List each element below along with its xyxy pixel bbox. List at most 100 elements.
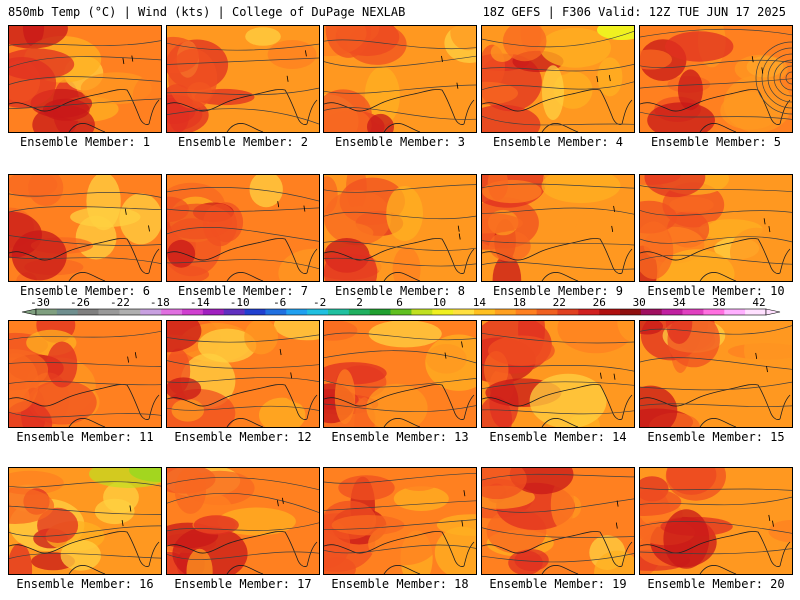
temperature-map	[324, 468, 476, 574]
temperature-map	[640, 26, 792, 132]
temperature-map	[482, 468, 634, 574]
colorbar-swatch	[453, 309, 475, 315]
colorbar-swatch	[182, 309, 204, 315]
ensemble-map-10	[639, 174, 793, 282]
temperature-map	[9, 175, 161, 281]
ensemble-member-label: Ensemble Member: 10	[647, 284, 785, 298]
temperature-map	[482, 321, 634, 427]
colorbar-tick-label: 26	[593, 296, 606, 309]
ensemble-member-label: Ensemble Member: 6	[19, 284, 151, 298]
colorbar-swatch	[515, 309, 537, 315]
ensemble-map-8	[323, 174, 477, 282]
ensemble-map-18	[323, 467, 477, 575]
colorbar-swatch	[661, 309, 683, 315]
ensemble-member-label: Ensemble Member: 8	[334, 284, 466, 298]
ensemble-member-label: Ensemble Member: 13	[331, 430, 469, 444]
colorbar-tick-label: 10	[433, 296, 446, 309]
colorbar-tick-label: 6	[396, 296, 403, 309]
colorbar-tick-label: 30	[633, 296, 646, 309]
ensemble-map-14	[481, 320, 635, 428]
colorbar-swatch	[265, 309, 287, 315]
colorbar-tick-label: 42	[752, 296, 765, 309]
temperature-map	[640, 468, 792, 574]
ensemble-member-label: Ensemble Member: 12	[174, 430, 312, 444]
colorbar-swatch	[494, 309, 517, 315]
ensemble-map-5	[639, 25, 793, 133]
colorbar-swatch	[244, 309, 266, 315]
temperature-colorbar: -30 -26 -22 -18 -14 -10 -6 -2 2 6 10 14 18 22 26 30 34 38…	[21, 296, 781, 316]
temperature-map	[324, 175, 476, 281]
ensemble-member-label: Ensemble Member: 9	[492, 284, 624, 298]
colorbar-swatch	[703, 309, 725, 315]
ensemble-map-17	[166, 467, 320, 575]
colorbar-tick-label: -18	[150, 296, 170, 309]
colorbar-swatch	[599, 309, 621, 315]
colorbar-swatch	[411, 309, 433, 315]
colorbar-swatch	[578, 309, 600, 315]
temperature-map	[324, 321, 476, 427]
ensemble-map-16	[8, 467, 162, 575]
ensemble-map-12	[166, 320, 320, 428]
ensemble-map-7	[166, 174, 320, 282]
colorbar-swatch	[140, 309, 162, 315]
colorbar-tick-label: -2	[313, 296, 326, 309]
colorbar-swatch	[348, 309, 371, 315]
ensemble-map-6	[8, 174, 162, 282]
colorbar-swatch	[369, 309, 391, 315]
colorbar-tick-label: 14	[473, 296, 487, 309]
colorbar-tick-label: 38	[712, 296, 725, 309]
ensemble-member-label: Ensemble Member: 3	[334, 135, 466, 149]
ensemble-member-label: Ensemble Member: 5	[650, 135, 782, 149]
ensemble-map-4	[481, 25, 635, 133]
temperature-map	[640, 321, 792, 427]
colorbar-swatch	[640, 309, 663, 315]
temperature-map	[167, 26, 319, 132]
ensemble-member-label: Ensemble Member: 11	[16, 430, 154, 444]
ensemble-member-label: Ensemble Member: 15	[647, 430, 785, 444]
header-valid-time: 18Z GEFS | F306 Valid: 12Z TUE JUN 17 20…	[482, 5, 786, 19]
ensemble-map-20	[639, 467, 793, 575]
temperature-map	[167, 321, 319, 427]
colorbar-swatch	[202, 309, 225, 315]
ensemble-member-label: Ensemble Member: 1	[19, 135, 151, 149]
ensemble-member-label: Ensemble Member: 2	[177, 135, 309, 149]
ensemble-member-label: Ensemble Member: 20	[647, 577, 785, 591]
colorbar-swatch	[77, 309, 99, 315]
colorbar-swatch	[390, 309, 412, 315]
ensemble-map-3	[323, 25, 477, 133]
colorbar-tick-label: 22	[553, 296, 566, 309]
colorbar-tick-label: 2	[356, 296, 363, 309]
header-title: 850mb Temp (°C) | Wind (kts) | College o…	[8, 5, 406, 19]
colorbar-swatch	[745, 309, 767, 315]
colorbar-tick-label: -30	[30, 296, 50, 309]
colorbar-swatch	[474, 309, 496, 315]
colorbar-tick-label: -22	[110, 296, 130, 309]
temperature-map	[482, 26, 634, 132]
colorbar-tick-label: -10	[230, 296, 250, 309]
temperature-map	[167, 175, 319, 281]
colorbar-left-arrow	[21, 308, 37, 316]
colorbar-tick-label: 34	[673, 296, 687, 309]
ensemble-map-9	[481, 174, 635, 282]
ensemble-member-label: Ensemble Member: 14	[489, 430, 627, 444]
ensemble-map-13	[323, 320, 477, 428]
temperature-map	[167, 468, 319, 574]
ensemble-member-label: Ensemble Member: 4	[492, 135, 624, 149]
colorbar-swatch	[56, 309, 79, 315]
ensemble-member-label: Ensemble Member: 16	[16, 577, 154, 591]
colorbar-tick-label: -26	[70, 296, 90, 309]
colorbar-swatch	[119, 309, 141, 315]
colorbar-tick-label: -14	[190, 296, 210, 309]
temperature-map	[324, 26, 476, 132]
colorbar-swatch	[620, 309, 642, 315]
colorbar-swatch	[98, 309, 120, 315]
ensemble-map-1	[8, 25, 162, 133]
colorbar-right-arrow	[765, 308, 781, 316]
colorbar-swatch	[223, 309, 245, 315]
temperature-map	[9, 26, 161, 132]
colorbar-swatch	[161, 309, 183, 315]
colorbar-tick-label: -6	[273, 296, 286, 309]
colorbar-swatch	[536, 309, 558, 315]
colorbar-swatch	[682, 309, 704, 315]
colorbar-tick-label: 18	[513, 296, 526, 309]
